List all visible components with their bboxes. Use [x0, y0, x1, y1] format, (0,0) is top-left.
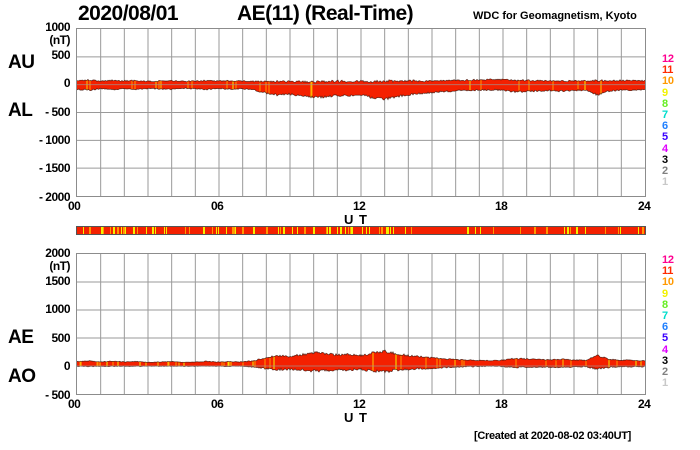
param-label-ae: AE: [8, 327, 34, 348]
legend-item-9: 9: [662, 287, 668, 300]
legend-item-4: 4: [662, 343, 668, 356]
legend-item-3: 3: [662, 153, 668, 166]
panel-ae-ao: [76, 253, 646, 395]
legend-item-5: 5: [662, 332, 668, 345]
chart-title: AE(11) (Real-Time): [237, 2, 414, 25]
y-tick-bot-3: 500: [51, 331, 70, 345]
legend-item-6: 6: [662, 321, 668, 334]
y-tick-top-1: 500: [51, 48, 70, 62]
legend-item-1: 1: [662, 176, 668, 189]
x-tick-top-0: 00: [68, 199, 81, 213]
legend-item-4: 4: [662, 142, 668, 155]
station-legend-top: 12 11 10 9 8 7 6 5 4 3 2 1: [662, 53, 680, 189]
x-axis-label-bot: U T: [344, 410, 368, 425]
param-label-au: AU: [8, 52, 35, 73]
au-al-plot-area: [77, 29, 645, 196]
legend-item-10: 10: [662, 276, 674, 289]
legend-item-7: 7: [662, 109, 668, 122]
y-tick-top-6: - 2000: [38, 190, 71, 204]
param-label-ao: AO: [8, 366, 36, 387]
chart-organization: WDC for Geomagnetism, Kyoto: [473, 10, 637, 22]
x-tick-bot-0: 00: [68, 397, 81, 411]
legend-item-1: 1: [662, 377, 668, 390]
ae-ao-plot-area: [77, 254, 645, 394]
x-tick-bot-4: 24: [638, 397, 651, 411]
created-timestamp: [Created at 2020-08-02 03:40UT]: [474, 430, 632, 442]
y-tick-bot-1: 1500: [45, 274, 70, 288]
y-tick-top-2: 0: [63, 76, 71, 90]
chart-date: 2020/08/01: [78, 2, 179, 25]
y-tick-bot-2: 1000: [45, 302, 70, 316]
legend-item-11: 11: [662, 64, 674, 77]
legend-item-7: 7: [662, 310, 668, 323]
legend-item-12: 12: [662, 254, 674, 266]
x-tick-bot-3: 18: [495, 397, 508, 411]
x-axis-label-top: U T: [344, 212, 368, 227]
param-label-al: AL: [8, 100, 33, 121]
legend-item-8: 8: [662, 298, 668, 311]
y-tick-top-5: - 1500: [38, 161, 71, 175]
x-tick-top-4: 24: [638, 199, 651, 213]
legend-item-9: 9: [662, 86, 668, 99]
x-tick-top-3: 18: [495, 199, 508, 213]
legend-item-12: 12: [662, 53, 674, 65]
x-tick-bot-2: 12: [353, 397, 366, 411]
x-tick-top-1: 06: [211, 199, 224, 213]
x-tick-bot-1: 06: [211, 397, 224, 411]
panel-au-al: [76, 28, 646, 197]
legend-item-6: 6: [662, 120, 668, 133]
y-tick-bot-4: 0: [63, 359, 71, 373]
station-legend-bottom: 12 11 10 9 8 7 6 5 4 3 2 1: [662, 254, 680, 390]
legend-item-10: 10: [662, 75, 674, 88]
x-tick-top-2: 12: [353, 199, 366, 213]
y-unit-bot: (nT): [49, 259, 70, 273]
activity-strip: [76, 226, 646, 235]
y-tick-top-4: - 1000: [38, 133, 71, 147]
y-tick-bot-5: - 500: [45, 388, 70, 402]
legend-item-5: 5: [662, 131, 668, 144]
legend-item-2: 2: [662, 165, 668, 178]
y-unit-top: (nT): [49, 33, 70, 47]
legend-item-3: 3: [662, 354, 668, 367]
y-tick-top-0: 1000: [45, 20, 70, 34]
legend-item-11: 11: [662, 265, 674, 278]
legend-item-2: 2: [662, 366, 668, 379]
legend-item-8: 8: [662, 97, 668, 110]
y-tick-top-3: - 500: [45, 105, 70, 119]
y-tick-bot-0: 2000: [45, 246, 70, 260]
